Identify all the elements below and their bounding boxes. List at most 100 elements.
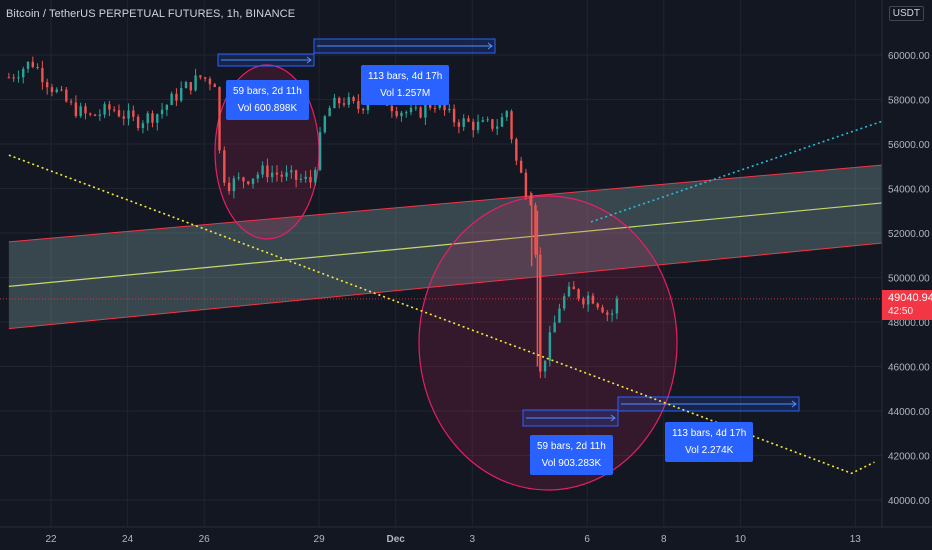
range-callout-3[interactable]: 59 bars, 2d 11h Vol 903.283K bbox=[530, 435, 613, 475]
range-arrow-head bbox=[610, 414, 616, 422]
callout-bars-4: 113 bars, 4d 17h bbox=[672, 428, 747, 439]
x-tick-label: Dec bbox=[387, 534, 406, 545]
candle-body bbox=[156, 114, 159, 123]
candle bbox=[160, 103, 164, 119]
candle-body bbox=[299, 178, 303, 180]
candle-body bbox=[227, 182, 231, 192]
candle-body bbox=[98, 114, 102, 116]
candle bbox=[98, 109, 102, 121]
candle-body bbox=[472, 121, 475, 131]
candle bbox=[591, 292, 595, 305]
time-axis bbox=[0, 527, 932, 550]
candle-body bbox=[610, 313, 614, 315]
candle bbox=[65, 87, 68, 103]
candle-body bbox=[591, 295, 595, 304]
range-callout-4[interactable]: 113 bars, 4d 17h Vol 2.274K bbox=[665, 422, 754, 462]
candle-body bbox=[117, 110, 121, 117]
candle bbox=[84, 103, 87, 120]
candle-body bbox=[338, 97, 341, 104]
callout-bars-2: 113 bars, 4d 17h bbox=[368, 71, 443, 82]
candle bbox=[31, 56, 35, 69]
candle-body bbox=[60, 89, 63, 91]
price-axis bbox=[882, 0, 932, 550]
candle bbox=[452, 104, 456, 127]
candle-body bbox=[180, 88, 183, 101]
candle-body bbox=[462, 118, 465, 127]
candle bbox=[55, 87, 58, 94]
candle bbox=[323, 114, 327, 134]
candle bbox=[558, 303, 561, 324]
candle bbox=[251, 178, 255, 189]
candle-body bbox=[357, 101, 360, 109]
candle-body bbox=[539, 254, 542, 372]
candle bbox=[132, 105, 135, 122]
candle-body bbox=[452, 108, 456, 123]
candle-body bbox=[160, 109, 164, 115]
candle bbox=[586, 291, 590, 312]
range-callout-1[interactable]: 59 bars, 2d 11h Vol 600.898K bbox=[226, 80, 309, 120]
candle bbox=[328, 105, 331, 117]
candle bbox=[405, 110, 408, 118]
candle-body bbox=[112, 109, 116, 111]
candle bbox=[519, 156, 523, 174]
x-tick-label: 8 bbox=[661, 534, 667, 545]
candle bbox=[481, 116, 485, 123]
candle-body bbox=[242, 177, 245, 182]
candle bbox=[534, 202, 537, 259]
candle-body bbox=[481, 120, 485, 122]
candle bbox=[93, 113, 97, 117]
currency-label[interactable]: USDT bbox=[888, 6, 924, 21]
candle bbox=[510, 109, 513, 144]
candle bbox=[610, 309, 614, 322]
candle-body bbox=[567, 286, 571, 297]
candle-body bbox=[55, 89, 58, 92]
y-tick-label: 44000.00 bbox=[888, 407, 930, 418]
candle bbox=[563, 293, 566, 311]
candle-body bbox=[146, 113, 149, 124]
callout-volume-3: Vol 903.283K bbox=[541, 458, 602, 469]
candle-body bbox=[69, 101, 73, 103]
candle-body bbox=[26, 61, 30, 69]
candle bbox=[548, 325, 552, 367]
candle-body bbox=[543, 360, 547, 372]
candle bbox=[515, 137, 518, 166]
candle bbox=[45, 78, 49, 95]
y-tick-label: 58000.00 bbox=[888, 96, 930, 107]
candle bbox=[26, 61, 30, 73]
x-tick-label: 6 bbox=[584, 534, 590, 545]
candle-body bbox=[486, 119, 489, 121]
candle-body bbox=[251, 178, 255, 184]
candle bbox=[180, 81, 183, 103]
candle bbox=[500, 112, 504, 127]
candle bbox=[395, 106, 398, 119]
candle-body bbox=[270, 172, 274, 178]
candle-body bbox=[31, 61, 35, 68]
candle-body bbox=[495, 126, 499, 129]
candle bbox=[275, 165, 279, 182]
candle bbox=[194, 68, 197, 92]
candle bbox=[122, 110, 125, 126]
candle bbox=[476, 114, 480, 134]
candle-body bbox=[89, 113, 92, 115]
candle-body bbox=[22, 68, 25, 78]
candle bbox=[472, 118, 475, 138]
channel-lower-line bbox=[8, 241, 894, 330]
range-callout-2[interactable]: 113 bars, 4d 17h Vol 1.257M bbox=[361, 65, 450, 105]
y-tick-label: 60000.00 bbox=[888, 51, 930, 62]
candle bbox=[17, 70, 20, 83]
candle bbox=[41, 60, 44, 90]
candle-body bbox=[79, 106, 82, 117]
range-arrow-head bbox=[791, 400, 797, 408]
candle-body bbox=[237, 177, 240, 179]
last-price-tag: 49040.94 42:50 bbox=[882, 290, 932, 320]
candle bbox=[352, 95, 355, 104]
candle bbox=[60, 86, 63, 92]
trend-line bbox=[8, 154, 875, 475]
candle-body bbox=[467, 118, 470, 122]
chart-title: Bitcoin / TetherUS PERPETUAL FUTURES, 1h… bbox=[6, 8, 296, 20]
candle bbox=[89, 112, 92, 117]
candle bbox=[247, 180, 250, 186]
candle-body bbox=[194, 75, 197, 91]
candle bbox=[156, 113, 159, 131]
